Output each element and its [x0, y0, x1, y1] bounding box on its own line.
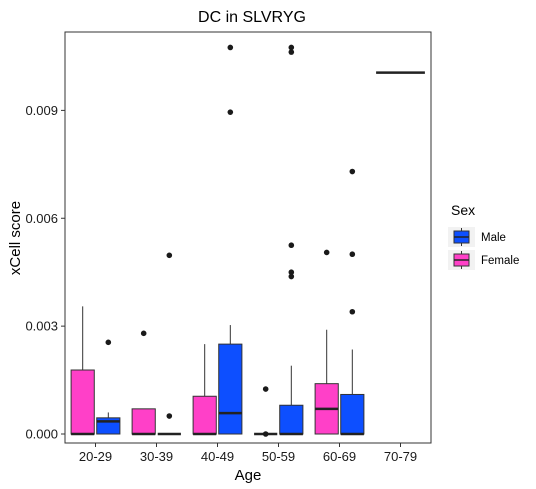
box-60-69-female [314, 249, 339, 435]
x-tick-label: 20-29 [79, 449, 112, 464]
x-tick-label: 40-49 [201, 449, 234, 464]
box-body [70, 369, 95, 435]
box-30-39-male [157, 252, 181, 436]
outlier-point [227, 44, 234, 51]
y-axis-title: xCell score [7, 201, 24, 275]
legend-label-female: Female [481, 255, 519, 267]
box-body [192, 395, 217, 435]
box-60-69-male [340, 168, 365, 436]
outlier-point [262, 431, 269, 437]
legend-title: Sex [451, 202, 475, 218]
outlier-point [140, 330, 147, 337]
box-body [340, 393, 365, 435]
box-body [131, 408, 156, 435]
box-body [218, 343, 243, 435]
y-tick-label: 0.000 [25, 427, 58, 442]
outlier-point [288, 44, 295, 51]
legend-key-male [448, 227, 475, 247]
box-50-59-female [254, 386, 278, 437]
outlier-point [349, 308, 356, 315]
outlier-point [166, 252, 173, 259]
box-20-29-male [96, 339, 121, 435]
outlier-point [349, 168, 356, 175]
y-tick-label: 0.006 [25, 211, 58, 226]
x-tick-label: 30-39 [140, 449, 173, 464]
plot-panel [64, 31, 432, 444]
legend: Sex Male Female [448, 202, 519, 270]
outlier-point [288, 49, 295, 55]
box-20-29-female [70, 306, 95, 436]
x-axis-title: Age [235, 467, 262, 484]
x-tick-label: 60-69 [323, 449, 356, 464]
x-tick-label: 70-79 [384, 449, 417, 464]
box-30-39-female [131, 330, 156, 436]
legend-label-male: Male [481, 232, 506, 244]
x-tick-label: 50-59 [262, 449, 295, 464]
box-40-49-male [218, 44, 243, 435]
outlier-point [288, 269, 295, 275]
outlier-point [105, 339, 112, 346]
y-axis: 0.000 0.003 0.006 0.009 [25, 103, 65, 442]
chart-title: DC in SLVRYG [198, 9, 306, 26]
box-plots [70, 44, 425, 437]
outlier-point [323, 249, 330, 256]
outlier-point [349, 251, 356, 258]
outlier-point [166, 413, 173, 419]
outlier-point [288, 242, 295, 249]
box-40-49-female [192, 344, 217, 436]
box-body [279, 404, 304, 435]
outlier-point [262, 386, 269, 392]
outlier-point [227, 109, 234, 115]
y-tick-label: 0.003 [25, 319, 58, 334]
x-axis: 20-29 30-39 40-49 50-59 60-69 70-79 [79, 443, 417, 464]
box-50-59-male [279, 44, 304, 436]
outlier-point [288, 273, 295, 280]
y-tick-label: 0.009 [25, 103, 58, 118]
legend-key-female [448, 250, 475, 270]
